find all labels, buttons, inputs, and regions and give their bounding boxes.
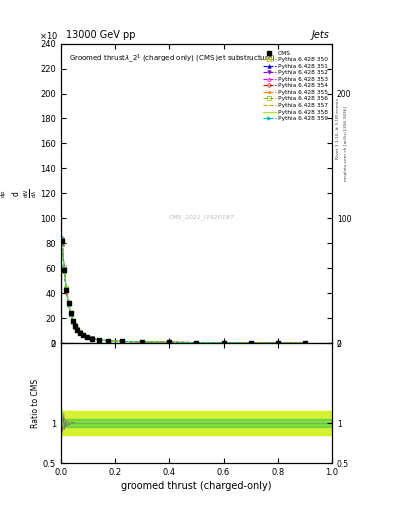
Y-axis label: $\frac{1}{\mathrm{d}N}$
$\frac{\mathrm{d}N}{\mathrm{d}p}$
$\mathrm{d}$
$\frac{\m: $\frac{1}{\mathrm{d}N}$ $\frac{\mathrm{d… — [0, 189, 39, 198]
Text: 13000 GeV pp: 13000 GeV pp — [66, 30, 136, 40]
Text: CMS_2021_I1920187: CMS_2021_I1920187 — [169, 215, 235, 220]
Text: Rivet 3.1.10, ≥ 3.1M events: Rivet 3.1.10, ≥ 3.1M events — [336, 97, 340, 159]
Text: mcplots.cern.ch [arXiv:1306.3436]: mcplots.cern.ch [arXiv:1306.3436] — [344, 106, 348, 181]
Y-axis label: Ratio to CMS: Ratio to CMS — [31, 379, 40, 428]
X-axis label: groomed thrust (charged-only): groomed thrust (charged-only) — [121, 481, 272, 492]
Text: Groomed thrust$\lambda$_2$^1$ (charged only) (CMS jet substructure): Groomed thrust$\lambda$_2$^1$ (charged o… — [69, 53, 276, 66]
Text: $\times 10$: $\times 10$ — [39, 30, 58, 40]
Legend: CMS, Pythia 6.428 350, Pythia 6.428 351, Pythia 6.428 352, Pythia 6.428 353, Pyt: CMS, Pythia 6.428 350, Pythia 6.428 351,… — [262, 50, 329, 122]
Text: Jets: Jets — [312, 30, 329, 40]
